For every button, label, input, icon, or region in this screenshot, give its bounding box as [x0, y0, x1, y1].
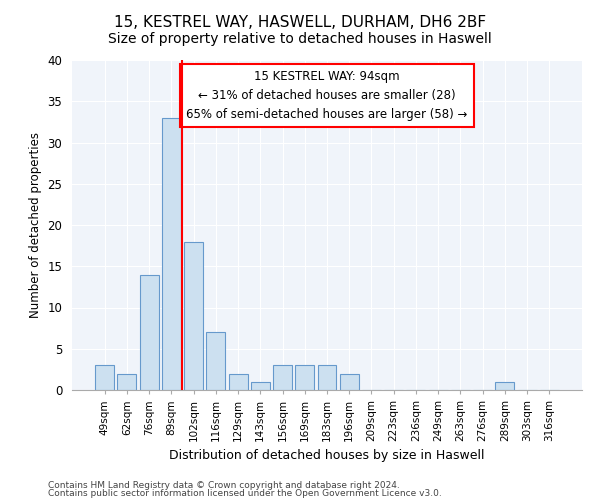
Bar — [251, 382, 270, 390]
Bar — [95, 365, 114, 390]
Bar — [317, 365, 337, 390]
X-axis label: Distribution of detached houses by size in Haswell: Distribution of detached houses by size … — [169, 450, 485, 462]
Text: 15 KESTREL WAY: 94sqm
← 31% of detached houses are smaller (28)
65% of semi-deta: 15 KESTREL WAY: 94sqm ← 31% of detached … — [187, 70, 467, 121]
Bar — [229, 374, 248, 390]
Bar — [273, 365, 292, 390]
Bar — [295, 365, 314, 390]
Bar — [340, 374, 359, 390]
Bar — [206, 332, 225, 390]
Text: Contains HM Land Registry data © Crown copyright and database right 2024.: Contains HM Land Registry data © Crown c… — [48, 480, 400, 490]
Bar — [118, 374, 136, 390]
Bar — [496, 382, 514, 390]
Text: Size of property relative to detached houses in Haswell: Size of property relative to detached ho… — [108, 32, 492, 46]
Bar — [162, 118, 181, 390]
Text: 15, KESTREL WAY, HASWELL, DURHAM, DH6 2BF: 15, KESTREL WAY, HASWELL, DURHAM, DH6 2B… — [114, 15, 486, 30]
Bar — [184, 242, 203, 390]
Text: Contains public sector information licensed under the Open Government Licence v3: Contains public sector information licen… — [48, 489, 442, 498]
Bar — [140, 274, 158, 390]
Y-axis label: Number of detached properties: Number of detached properties — [29, 132, 42, 318]
